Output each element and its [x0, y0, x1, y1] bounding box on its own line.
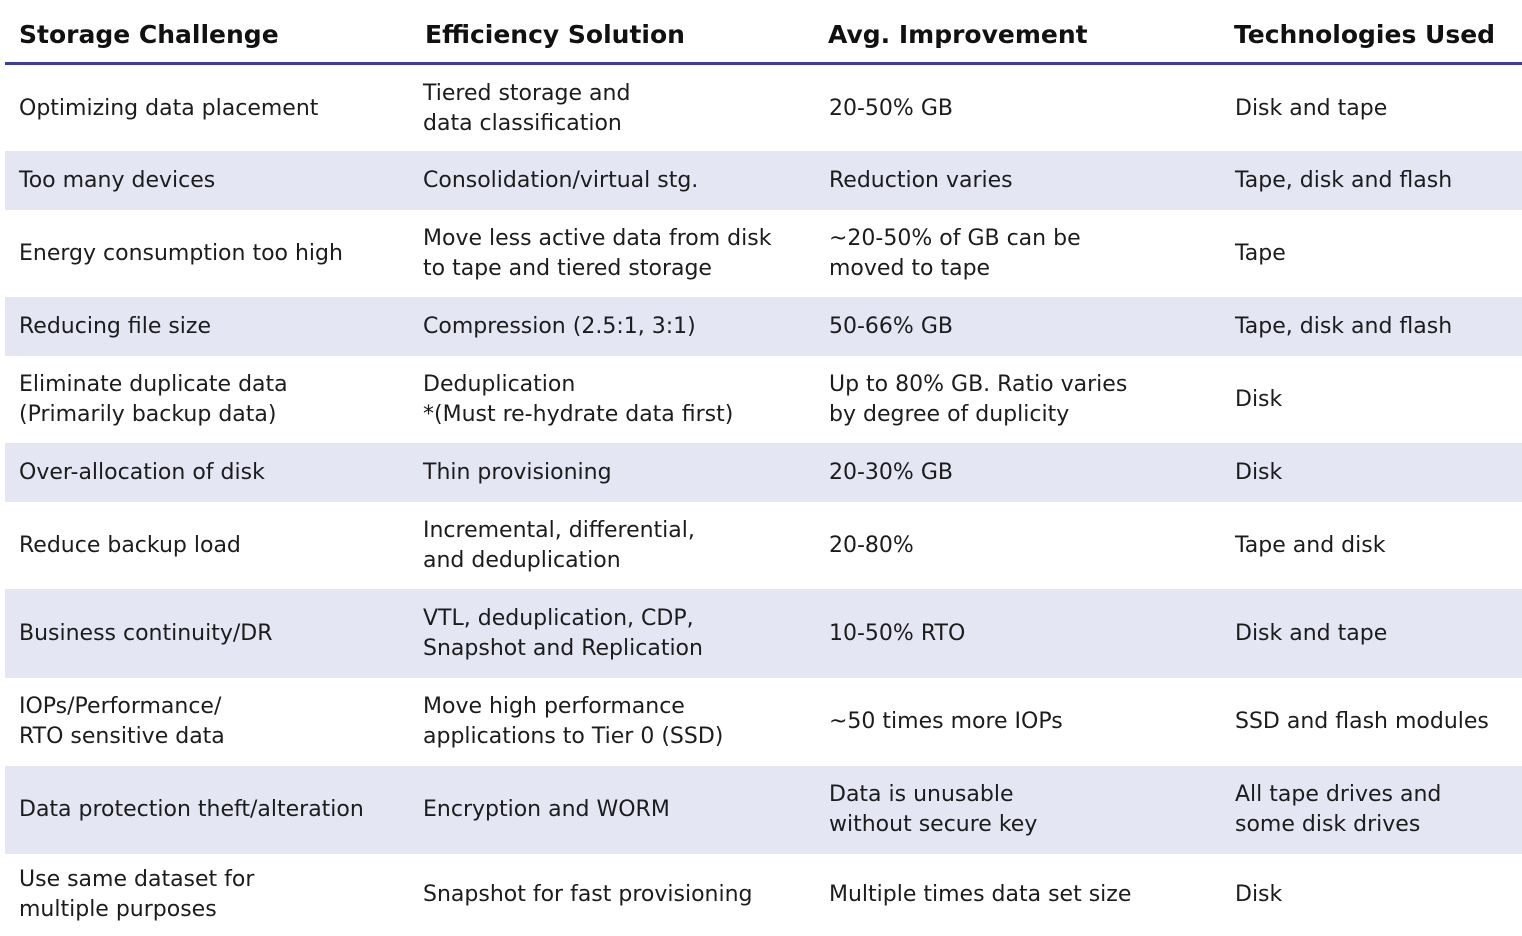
cell-challenge: Optimizing data placement [19, 95, 319, 121]
table-row: Reduce backup load Incremental, differen… [5, 502, 1522, 589]
cell-technologies: Tape [1235, 240, 1286, 266]
header-storage-challenge: Storage Challenge [19, 20, 279, 49]
cell-improvement: Reduction varies [829, 167, 1013, 193]
cell-improvement: Data is unusable without secure key [829, 782, 1038, 837]
table-row: Reducing file size Compression (2.5:1, 3… [5, 297, 1522, 356]
table-row: Over-allocation of disk Thin provisionin… [5, 443, 1522, 502]
cell-solution: Compression (2.5:1, 3:1) [423, 313, 696, 339]
cell-challenge: IOPs/Performance/ RTO sensitive data [19, 694, 225, 749]
table-row: Use same dataset for multiple purposes S… [5, 854, 1522, 936]
cell-improvement: 50-66% GB [829, 313, 953, 339]
cell-improvement: 20-30% GB [829, 459, 953, 485]
table-row: Too many devices Consolidation/virtual s… [5, 151, 1522, 210]
cell-challenge: Too many devices [19, 167, 216, 193]
cell-solution: Deduplication *(Must re-hydrate data fir… [423, 371, 734, 427]
cell-improvement: 10-50% RTO [829, 620, 966, 646]
cell-technologies: Disk [1235, 882, 1283, 907]
cell-solution: VTL, deduplication, CDP, Snapshot and Re… [423, 605, 703, 661]
table-row: Optimizing data placement Tiered storage… [5, 66, 1522, 151]
table-row: Energy consumption too high Move less ac… [5, 210, 1522, 297]
cell-challenge: Reduce backup load [19, 532, 241, 558]
cell-challenge: Energy consumption too high [19, 240, 343, 266]
cell-solution: Move less active data from disk to tape … [423, 225, 772, 281]
cell-improvement: 20-50% GB [829, 95, 953, 121]
cell-technologies: All tape drives and some disk drives [1235, 782, 1442, 837]
cell-technologies: Disk [1235, 459, 1283, 485]
cell-challenge: Reducing file size [19, 313, 212, 339]
cell-technologies: SSD and flash modules [1235, 709, 1489, 734]
table-row: IOPs/Performance/ RTO sensitive data Mov… [5, 678, 1522, 766]
header-technologies-used: Technologies Used [1234, 20, 1496, 49]
cell-improvement: Up to 80% GB. Ratio varies by degree of … [829, 371, 1128, 427]
cell-challenge: Over-allocation of disk [19, 459, 265, 485]
cell-solution: Incremental, differential, and deduplica… [423, 517, 695, 573]
cell-improvement: 20-80% [829, 532, 914, 558]
cell-solution: Encryption and WORM [423, 797, 670, 822]
table-header: Storage Challenge Efficiency Solution Av… [0, 0, 1522, 64]
header-divider [5, 62, 1522, 65]
cell-challenge: Data protection theft/alteration [19, 797, 364, 822]
cell-solution: Move high performance applications to Ti… [423, 694, 724, 749]
cell-improvement: Multiple times data set size [829, 882, 1132, 907]
cell-technologies: Disk [1235, 386, 1283, 412]
header-avg-improvement: Avg. Improvement [828, 20, 1088, 49]
cell-challenge: Eliminate duplicate data (Primarily back… [19, 371, 288, 427]
table-row: Data protection theft/alteration Encrypt… [5, 766, 1522, 854]
cell-improvement: ~50 times more IOPs [829, 709, 1063, 734]
cell-solution: Consolidation/virtual stg. [423, 167, 699, 193]
cell-technologies: Tape and disk [1235, 532, 1386, 558]
cell-solution: Tiered storage and data classification [423, 80, 631, 136]
table-row: Eliminate duplicate data (Primarily back… [5, 356, 1522, 443]
cell-challenge: Use same dataset for multiple purposes [19, 867, 255, 922]
cell-technologies: Disk and tape [1235, 620, 1388, 646]
cell-technologies: Tape, disk and flash [1235, 313, 1453, 339]
cell-solution: Thin provisioning [423, 459, 612, 485]
cell-technologies: Disk and tape [1235, 95, 1388, 121]
cell-challenge: Business continuity/DR [19, 620, 273, 646]
header-efficiency-solution: Efficiency Solution [425, 20, 685, 49]
table-row: Business continuity/DR VTL, deduplicatio… [5, 589, 1522, 678]
cell-solution: Snapshot for fast provisioning [423, 882, 753, 907]
cell-improvement: ~20-50% of GB can be moved to tape [829, 225, 1081, 281]
cell-technologies: Tape, disk and flash [1235, 167, 1453, 193]
